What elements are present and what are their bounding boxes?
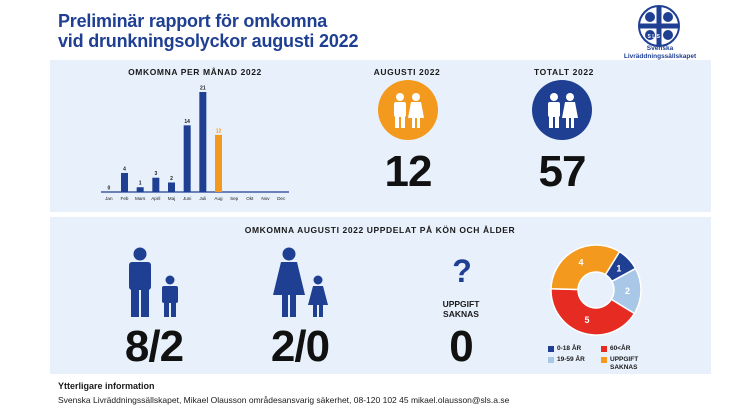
footer-contact: Svenska Livräddningssällskapet, Mikael O… — [58, 395, 510, 405]
logo-text: Svenska Livräddningssällskapet — [604, 45, 716, 60]
august-circle — [378, 80, 438, 140]
man-boy-icon — [129, 247, 178, 317]
legend-label-0-18: 0-18 ÅR — [557, 345, 582, 352]
legend-label-unknown-line-2: SAKNAS — [610, 364, 638, 371]
bar-tick-label: Nov — [261, 196, 270, 201]
donut-slice — [550, 288, 636, 336]
bar-value-label: 3 — [154, 171, 157, 177]
woman-girl-icon — [273, 247, 328, 317]
title-line-1: Preliminär rapport för omkomna — [58, 11, 328, 31]
monthly-bar-chart: 0 Jan 4 Feb 1 Mars 3 April 2 Maj 14 Juni 21 Juli 12 Aug… — [101, 86, 289, 201]
donut-slice-label: 2 — [625, 286, 630, 296]
sls-logo: S L S — [638, 5, 680, 47]
bar-tick-label: Aug — [214, 196, 223, 201]
women-value: 2/0 — [270, 322, 330, 371]
man-woman-icon — [548, 93, 578, 128]
august-heading: AUGUSTI 2022 — [373, 67, 441, 77]
bar-maj — [168, 182, 175, 192]
man-woman-icon — [394, 93, 424, 128]
bar-tick-label: Mars — [135, 196, 146, 201]
bar-tick-label: April — [151, 196, 160, 201]
bar-tick-label: Juli — [199, 196, 206, 201]
legend-swatch-unknown — [601, 357, 607, 363]
total-value: 57 — [538, 147, 587, 196]
bar-juli — [199, 92, 207, 192]
unknown-label-line-1: UPPGIFT — [442, 299, 480, 309]
bar-tick-label: Jan — [105, 196, 113, 201]
logo-letters: S L S — [648, 34, 661, 40]
legend-label-19-59: 19-59 ÅR — [557, 356, 585, 363]
bar-value-label: 2 — [170, 176, 173, 182]
legend-swatch-0-18 — [548, 346, 554, 352]
svg-text:?: ? — [452, 256, 472, 286]
breakdown-heading: OMKOMNA AUGUSTI 2022 UPPDELAT PÅ KÖN OCH… — [244, 225, 516, 235]
bar-tick-label: Maj — [168, 196, 175, 201]
unknown-label: UPPGIFT SAKNAS — [428, 299, 494, 319]
august-value: 12 — [384, 147, 433, 196]
unknown-label-line-2: SAKNAS — [443, 309, 479, 319]
donut-slice-label: 1 — [616, 263, 621, 273]
total-heading: TOTALT 2022 — [534, 67, 594, 77]
bar-aug — [215, 134, 222, 192]
unknown-value: 0 — [449, 322, 473, 371]
bar-value-label: 21 — [200, 86, 206, 92]
monthly-heading: OMKOMNA PER MÅNAD 2022 — [128, 67, 262, 77]
logo-text-line-2: Livräddningssällskapet — [623, 52, 697, 60]
bar-tick-label: Dec — [277, 196, 286, 201]
breakdown-panel — [50, 217, 711, 374]
donut-slice-label: 5 — [585, 315, 590, 325]
donut-slice-label: 4 — [578, 257, 583, 267]
age-donut-chart: 1 2 5 4 — [550, 244, 642, 336]
legend-label-unknown-line-1: UPPGIFT — [610, 356, 639, 363]
bar-feb — [121, 172, 128, 192]
bar-tick-label: Juni — [183, 196, 191, 201]
men-value: 8/2 — [124, 322, 184, 371]
bar-mars — [136, 187, 144, 192]
title-line-2: vid drunkningsolyckor augusti 2022 — [58, 31, 359, 51]
summary-panel — [50, 60, 711, 212]
bar-value-label: 1 — [139, 181, 142, 187]
total-circle — [532, 80, 592, 140]
bar-value-label: 14 — [184, 119, 190, 125]
legend-swatch-19-59 — [548, 357, 554, 363]
bar-tick-label: Feb — [121, 196, 129, 201]
legend-label-60: 60<ÅR — [610, 345, 631, 352]
footer-title: Ytterligare information — [58, 381, 155, 391]
bar-april — [152, 177, 160, 192]
logo-text-line-1: Svenska — [646, 45, 674, 52]
question-mark-icon: ? — [452, 256, 472, 286]
page-title: Preliminär rapport för omkomna vid drunk… — [58, 11, 358, 51]
bar-tick-label: Okt — [246, 196, 254, 201]
bar-juni — [183, 125, 191, 192]
legend-swatch-60 — [601, 346, 607, 352]
bar-value-label: 12 — [216, 128, 222, 134]
donut-slice — [550, 244, 621, 291]
bar-tick-label: Sep — [230, 196, 239, 201]
legend-label-unknown: UPPGIFT SAKNAS — [610, 356, 638, 372]
bar-value-label: 4 — [123, 166, 126, 172]
bar-value-label: 0 — [107, 186, 110, 192]
